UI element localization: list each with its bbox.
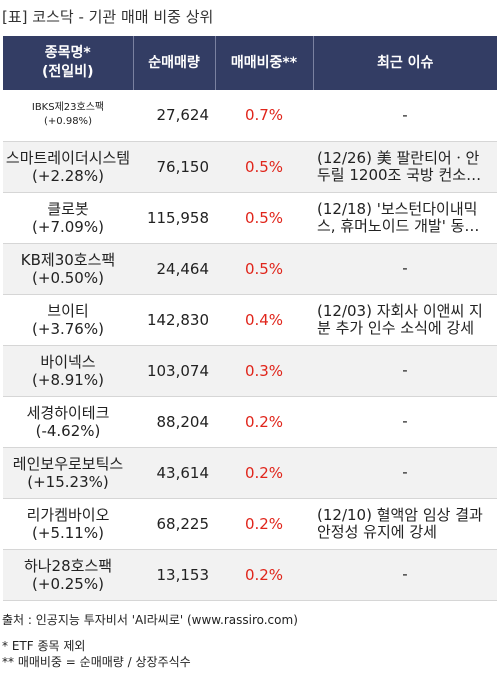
trading-ratio: 0.5% [215, 192, 313, 244]
stock-name: 세경하이테크 [26, 403, 110, 422]
stock-name-cell: 하나28호스팩 (+0.25%) [3, 549, 133, 601]
recent-issue: - [313, 90, 497, 142]
recent-issue-text: (12/10) 혈액암 임상 결과 안정성 유지에 강세 [317, 506, 483, 541]
institution-trading-table: 종목명* (전일비) 순매매량 매매비중** 최근 이슈 IBKS제23호스팩 (… [3, 36, 497, 601]
col-header-volume: 순매매량 [132, 36, 215, 90]
recent-issue: - [313, 549, 497, 601]
stock-name: KB제30호스팩 [20, 250, 116, 269]
trading-ratio: 0.4% [215, 294, 313, 346]
recent-issue-text: - [402, 464, 408, 481]
table-row: 세경하이테크 (-4.62%) 88,204 0.2% - [3, 396, 497, 448]
table-row: 바이넥스 (+8.91%) 103,074 0.3% - [3, 345, 497, 397]
recent-issue[interactable]: (12/18) '보스턴다이내믹스, 휴머노이드 개발' 동맹...... [313, 192, 497, 244]
net-volume: 27,624 [133, 90, 215, 142]
col-header-name: 종목명* (전일비) [3, 36, 133, 90]
recent-issue-text: (12/18) '보스턴다이내믹스, 휴머노이드 개발' 동맹...... [317, 200, 478, 235]
trading-ratio: 0.7% [215, 90, 313, 142]
stock-name: IBKS제23호스팩 [31, 102, 105, 114]
recent-issue: - [313, 243, 497, 295]
recent-issue-text: - [402, 413, 408, 430]
recent-issue-text: (12/03) 자회사 이앤씨 지분 추가 인수 소식에 강세 [317, 302, 483, 337]
net-volume: 142,830 [133, 294, 215, 346]
net-volume: 76,150 [133, 141, 215, 193]
col-header-issue: 최근 이슈 [312, 36, 497, 90]
trading-ratio: 0.2% [215, 549, 313, 601]
table-row: 클로봇 (+7.09%) 115,958 0.5% (12/18) '보스턴다이내믹스,… [3, 192, 497, 244]
footnote-ratio: ** 매매비중 = 순매매량 / 상장주식수 [2, 655, 191, 669]
price-change: (+0.25%) [32, 574, 104, 593]
stock-name-cell: 리가켐바이오 (+5.11%) [3, 498, 133, 550]
net-volume: 103,074 [133, 345, 215, 397]
stock-name: 클로봇 [47, 199, 89, 218]
recent-issue[interactable]: (12/10) 혈액암 임상 결과 안정성 유지에 강세 [313, 498, 497, 550]
net-volume: 88,204 [133, 396, 215, 448]
trading-ratio: 0.2% [215, 396, 313, 448]
stock-name-cell: KB제30호스팩 (+0.50%) [3, 243, 133, 295]
price-change: (+0.98%) [44, 116, 92, 128]
net-volume: 43,614 [133, 447, 215, 499]
recent-issue[interactable]: (12/03) 자회사 이앤씨 지분 추가 인수 소식에 강세 [313, 294, 497, 346]
recent-issue-text: (12/26) 美 팔란티어ㆍ안두릴 1200조 국방 컨소시.... [317, 149, 480, 184]
footnote-etf: * ETF 종목 제외 [2, 639, 86, 653]
price-change: (-4.62%) [35, 421, 101, 440]
recent-issue[interactable]: (12/26) 美 팔란티어ㆍ안두릴 1200조 국방 컨소시.... [313, 141, 497, 193]
stock-name-cell: IBKS제23호스팩 (+0.98%) [3, 90, 133, 142]
page-title: [표] 코스닥 - 기관 매매 비중 상위 [2, 8, 214, 26]
table-row: KB제30호스팩 (+0.50%) 24,464 0.5% - [3, 243, 497, 295]
trading-ratio: 0.2% [215, 447, 313, 499]
net-volume: 13,153 [133, 549, 215, 601]
price-change: (+15.23%) [27, 472, 109, 491]
price-change: (+7.09%) [32, 217, 104, 236]
stock-name-cell: 스마트레이더시스템 (+2.28%) [3, 141, 133, 193]
recent-issue-text: - [402, 362, 408, 379]
recent-issue-text: - [402, 566, 408, 583]
recent-issue: - [313, 447, 497, 499]
trading-ratio: 0.5% [215, 243, 313, 295]
price-change: (+0.50%) [32, 268, 104, 287]
recent-issue-text: - [402, 106, 408, 124]
recent-issue: - [313, 396, 497, 448]
stock-name-cell: 레인보우로보틱스 (+15.23%) [3, 447, 133, 499]
table-row: IBKS제23호스팩 (+0.98%) 27,624 0.7% - [3, 90, 497, 142]
price-change: (+5.11%) [32, 523, 104, 542]
stock-name: 리가켐바이오 [26, 505, 110, 524]
trading-ratio: 0.5% [215, 141, 313, 193]
stock-name-cell: 브이티 (+3.76%) [3, 294, 133, 346]
price-change: (+8.91%) [32, 370, 104, 389]
table-row: 하나28호스팩 (+0.25%) 13,153 0.2% - [3, 549, 497, 601]
source-note: 출처 : 인공지능 투자비서 'AI라씨로' (www.rassiro.com) [2, 613, 298, 627]
stock-name: 레인보우로보틱스 [12, 454, 124, 473]
net-volume: 24,464 [133, 243, 215, 295]
table-header-row: 종목명* (전일비) 순매매량 매매비중** 최근 이슈 [3, 36, 497, 90]
stock-name: 하나28호스팩 [23, 556, 113, 575]
stock-name: 바이넥스 [40, 352, 96, 371]
price-change: (+2.28%) [32, 166, 104, 185]
trading-ratio: 0.3% [215, 345, 313, 397]
net-volume: 68,225 [133, 498, 215, 550]
stock-name-cell: 클로봇 (+7.09%) [3, 192, 133, 244]
recent-issue-text: - [402, 260, 408, 277]
price-change: (+3.76%) [32, 319, 104, 338]
stock-name: 스마트레이더시스템 [5, 148, 131, 167]
stock-name-cell: 세경하이테크 (-4.62%) [3, 396, 133, 448]
stock-name-cell: 바이넥스 (+8.91%) [3, 345, 133, 397]
trading-ratio: 0.2% [215, 498, 313, 550]
col-header-ratio: 매매비중** [214, 36, 313, 90]
net-volume: 115,958 [133, 192, 215, 244]
table-row: 레인보우로보틱스 (+15.23%) 43,614 0.2% - [3, 447, 497, 499]
stock-name: 브이티 [47, 301, 89, 320]
table-row: 스마트레이더시스템 (+2.28%) 76,150 0.5% (12/26) 美 팔란티… [3, 141, 497, 193]
recent-issue: - [313, 345, 497, 397]
table-row: 리가켐바이오 (+5.11%) 68,225 0.2% (12/10) 혈액암 임상 결… [3, 498, 497, 550]
table-row: 브이티 (+3.76%) 142,830 0.4% (12/03) 자회사 이앤씨 지분… [3, 294, 497, 346]
